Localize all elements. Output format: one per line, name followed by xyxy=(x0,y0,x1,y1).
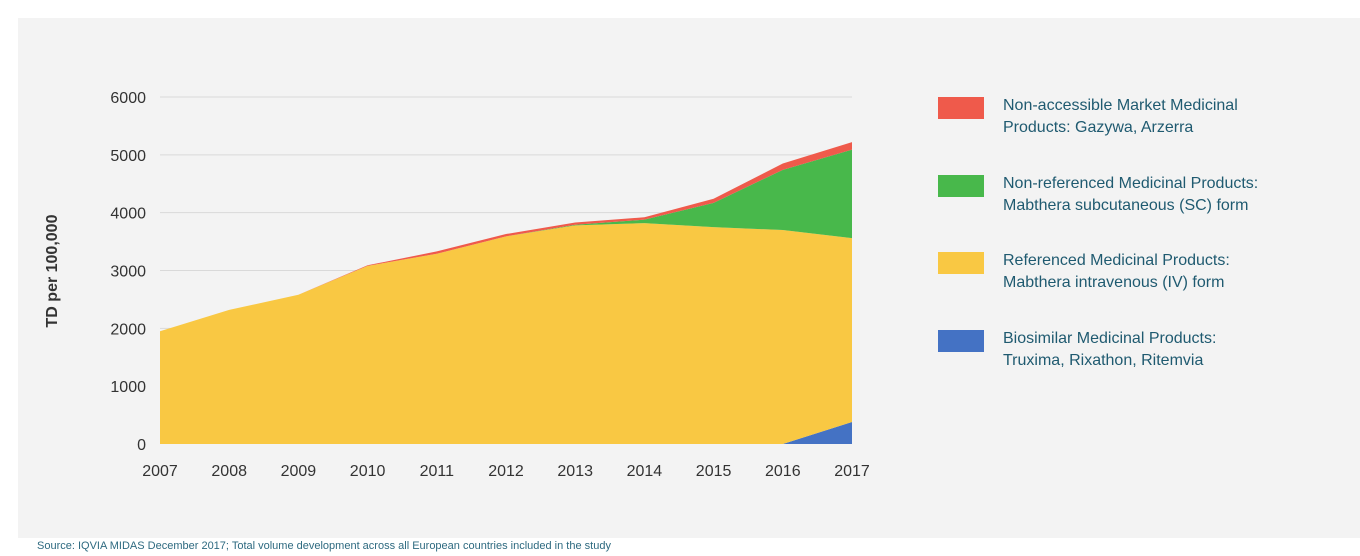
legend-label: Referenced Medicinal Products: Mabthera … xyxy=(1003,250,1338,294)
y-tick-label: 6000 xyxy=(110,90,146,107)
x-tick-label: 2007 xyxy=(142,463,178,480)
y-tick-label: 2000 xyxy=(110,321,146,338)
legend-item-non-referenced: Non-referenced Medicinal Products: Mabth… xyxy=(938,173,1338,233)
legend-label-line: Non-accessible Market Medicinal xyxy=(1003,97,1238,114)
legend-swatch xyxy=(938,330,984,352)
x-tick-label: 2016 xyxy=(765,463,801,480)
legend-label: Non-accessible Market Medicinal Products… xyxy=(1003,95,1338,139)
x-tick-label: 2011 xyxy=(420,463,455,480)
legend-label: Non-referenced Medicinal Products: Mabth… xyxy=(1003,173,1338,217)
legend-label-line: Mabthera subcutaneous (SC) form xyxy=(1003,197,1249,214)
y-tick-label: 0 xyxy=(137,437,146,454)
legend-label: Biosimilar Medicinal Products: Truxima, … xyxy=(1003,328,1338,372)
legend-label-line: Mabthera intravenous (IV) form xyxy=(1003,274,1225,291)
legend-swatch xyxy=(938,252,984,274)
x-tick-label: 2010 xyxy=(350,463,386,480)
x-tick-label: 2017 xyxy=(834,463,870,480)
area-series xyxy=(160,223,852,444)
y-tick-label: 4000 xyxy=(110,206,146,223)
legend-swatch xyxy=(938,97,984,119)
legend-item-biosimilar: Biosimilar Medicinal Products: Truxima, … xyxy=(938,328,1338,388)
y-tick-label: 5000 xyxy=(110,148,146,165)
y-axis-label: TD per 100,000 xyxy=(44,214,61,328)
x-tick-label: 2009 xyxy=(281,463,317,480)
x-tick-label: 2013 xyxy=(557,463,593,480)
x-tick-label: 2008 xyxy=(211,463,247,480)
legend-item-referenced: Referenced Medicinal Products: Mabthera … xyxy=(938,250,1338,310)
legend-label-line: Truxima, Rixathon, Ritemvia xyxy=(1003,352,1204,369)
stacked-areas xyxy=(160,142,852,444)
y-tick-label: 3000 xyxy=(110,264,146,281)
legend-item-non-accessible: Non-accessible Market Medicinal Products… xyxy=(938,95,1338,155)
legend-label-line: Biosimilar Medicinal Products: xyxy=(1003,330,1217,347)
source-note: Source: IQVIA MIDAS December 2017; Total… xyxy=(37,540,611,552)
legend-label-line: Non-referenced Medicinal Products: xyxy=(1003,175,1259,192)
y-tick-labels: 0 1000 2000 3000 4000 5000 6000 xyxy=(110,90,146,454)
y-tick-label: 1000 xyxy=(110,379,146,396)
legend-label-line: Referenced Medicinal Products: xyxy=(1003,252,1230,269)
legend-swatch xyxy=(938,175,984,197)
x-tick-label: 2015 xyxy=(696,463,732,480)
x-tick-labels: 2007 2008 2009 2010 2011 2012 2013 2014 2015 2016… xyxy=(142,463,870,480)
legend-label-line: Products: Gazywa, Arzerra xyxy=(1003,119,1194,136)
x-tick-label: 2012 xyxy=(488,463,524,480)
x-tick-label: 2014 xyxy=(627,463,663,480)
